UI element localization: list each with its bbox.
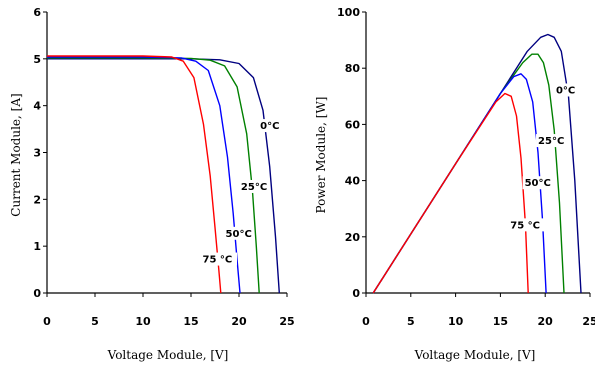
y-tick-label: 6	[33, 6, 41, 19]
y-tick-label: 20	[345, 231, 361, 244]
x-tick-label: 5	[91, 315, 99, 328]
curve-label: 0°C	[260, 121, 279, 132]
power-chart-curves	[372, 33, 582, 294]
x-tick-label: 0	[43, 315, 51, 328]
curve-label-bg	[536, 134, 567, 148]
series-line	[47, 57, 260, 294]
x-tick-label: 0	[362, 315, 370, 328]
power-chart-ylabel: Power Module, [W]	[314, 97, 328, 214]
series-line	[47, 55, 222, 294]
curve-label-bg	[522, 176, 553, 190]
current-chart-ticks: 0 5 10 15 20 25 0 1 2 3 4 5 6	[33, 6, 294, 328]
current-chart-curves	[47, 55, 280, 294]
power-chart-xlabel: Voltage Module, [V]	[414, 348, 536, 362]
power-chart-ticks: 0 5 10 15 20 25 0 20 40 60 80 100	[337, 6, 595, 328]
x-tick-label: 15	[183, 315, 198, 328]
curve-label-bg	[223, 226, 254, 240]
y-tick-label: 3	[33, 147, 41, 160]
y-tick-label: 100	[337, 6, 360, 19]
curve-label: 75 °C	[510, 220, 540, 231]
series-line	[372, 33, 582, 294]
series-line	[47, 58, 280, 294]
curve-label: 25°C	[241, 182, 267, 193]
curve-label-bg	[238, 179, 269, 193]
current-voltage-chart: 0 5 10 15 20 25 0 1 2 3 4 5 6 0°C 25°C 50°C 75 °C Volta…	[9, 6, 295, 362]
curve-label-bg	[508, 218, 545, 232]
series-line	[372, 73, 547, 294]
y-tick-label: 2	[33, 193, 41, 206]
y-tick-label: 4	[33, 100, 41, 113]
curve-label: 75 °C	[203, 255, 233, 266]
current-chart-annotations: 0°C 25°C 50°C 75 °C	[200, 119, 282, 266]
curve-label-bg	[553, 83, 578, 97]
y-tick-label: 1	[33, 240, 41, 253]
curve-label: 50°C	[226, 229, 252, 240]
curve-label-bg	[200, 252, 238, 266]
y-tick-label: 0	[33, 287, 41, 300]
x-tick-label: 10	[135, 315, 151, 328]
x-tick-label: 25	[582, 315, 595, 328]
x-tick-label: 5	[407, 315, 415, 328]
current-chart-xlabel: Voltage Module, [V]	[107, 348, 229, 362]
current-chart-ylabel: Current Module, [A]	[9, 93, 23, 216]
x-tick-label: 20	[231, 315, 247, 328]
y-tick-label: 5	[33, 53, 41, 66]
x-tick-label: 25	[279, 315, 294, 328]
curve-label: 25°C	[538, 136, 564, 147]
y-tick-label: 40	[345, 175, 361, 188]
y-tick-label: 0	[352, 287, 360, 300]
curve-label-bg	[258, 119, 282, 133]
y-tick-label: 80	[345, 62, 361, 75]
y-tick-label: 60	[345, 118, 361, 131]
curve-label: 0°C	[556, 85, 575, 96]
x-tick-label: 15	[493, 315, 508, 328]
x-tick-label: 20	[538, 315, 554, 328]
series-line	[372, 53, 565, 294]
curve-label: 50°C	[525, 178, 551, 189]
power-chart-annotations: 0°C 25°C 50°C 75 °C	[508, 83, 578, 232]
series-line	[372, 92, 529, 294]
x-tick-label: 10	[448, 315, 464, 328]
